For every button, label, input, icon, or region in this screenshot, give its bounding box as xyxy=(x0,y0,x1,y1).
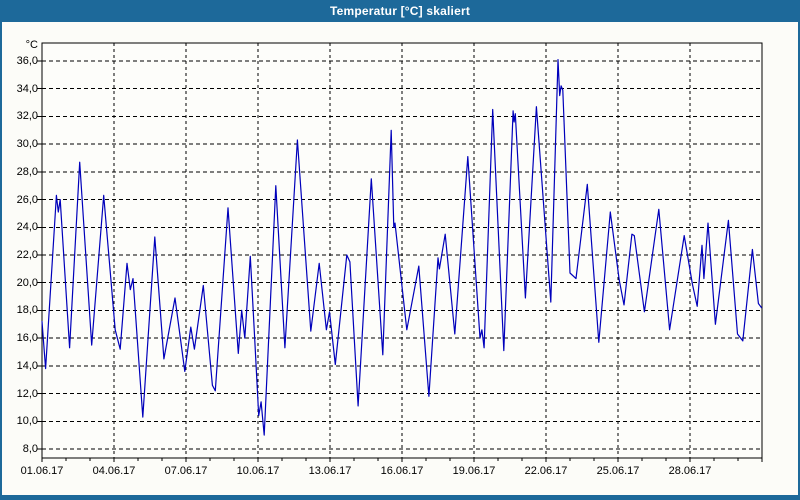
y-tick-label: 24,0 xyxy=(16,221,38,234)
y-tick-label: 28,0 xyxy=(16,165,38,178)
y-tick-label: 14,0 xyxy=(16,359,38,372)
y-tick-label: 8,0 xyxy=(22,443,38,455)
x-tick-label: 07.06.17 xyxy=(164,465,208,477)
temperature-line-chart xyxy=(37,42,763,462)
y-tick-label: 22,0 xyxy=(16,249,38,261)
y-axis-unit-label: °C xyxy=(25,39,38,51)
x-tick-label: 04.06.17 xyxy=(92,465,136,477)
chart-title: Temperatur [°C] skaliert xyxy=(329,4,471,18)
y-tick-label: 18,0 xyxy=(16,304,38,317)
y-tick-label: 16,0 xyxy=(16,332,38,345)
y-tick-label: 20,0 xyxy=(16,276,38,289)
y-tick-label: 26,0 xyxy=(16,193,38,206)
chart-area: °C 36,0 34,0 32,0 30,0 28,0 26,0 24,0 22,0 20,0 1… xyxy=(2,22,798,495)
x-tick-label: 13.06.17 xyxy=(308,465,352,477)
x-tick-label: 28.06.17 xyxy=(668,465,712,477)
y-tick-label: 12,0 xyxy=(16,387,38,400)
x-tick-label: 01.06.17 xyxy=(20,465,64,477)
x-tick-label: 16.06.17 xyxy=(380,465,424,477)
title-bar: Temperatur [°C] skaliert xyxy=(2,0,798,22)
x-tick-label: 22.06.17 xyxy=(524,465,568,477)
y-tick-label: 32,0 xyxy=(16,110,38,123)
x-tick-label: 19.06.17 xyxy=(452,465,496,477)
y-tick-label: 10,0 xyxy=(16,415,38,428)
y-tick-label: 36,0 xyxy=(16,55,38,67)
x-tick-label: 25.06.17 xyxy=(596,465,640,477)
x-tick-label: 10.06.17 xyxy=(236,465,280,477)
y-tick-label: 34,0 xyxy=(16,82,38,95)
y-tick-label: 30,0 xyxy=(16,138,38,151)
